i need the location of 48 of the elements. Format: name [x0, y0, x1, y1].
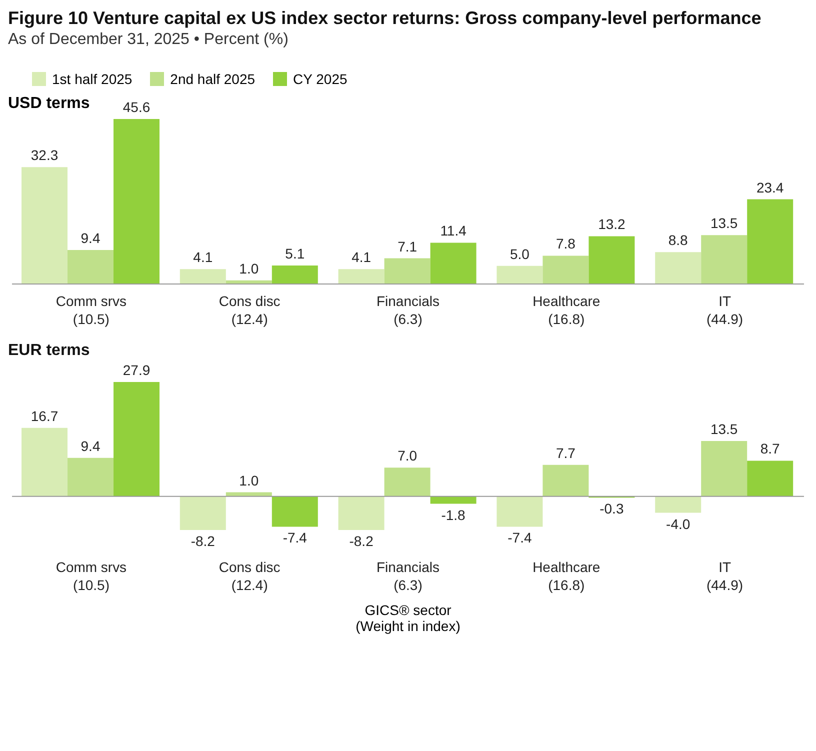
x-tick-label: Financials (6.3) [376, 558, 440, 593]
data-label: 8.7 [760, 440, 780, 457]
x-tick-label: Cons disc (12.4) [218, 558, 280, 593]
data-label: 8.8 [668, 232, 688, 248]
x-tick-label: IT (44.9) [706, 558, 744, 593]
x-tick-label: Comm srvs (10.5) [56, 558, 127, 593]
x-tick-label: Healthcare (16.8) [532, 292, 600, 327]
data-label: 9.4 [80, 438, 100, 454]
text: USD terms [8, 95, 90, 113]
data-label: 23.4 [756, 179, 784, 196]
x-tick-label: Financials (6.3) [376, 292, 440, 327]
x-tick-label: Cons disc (12.4) [218, 292, 280, 327]
data-label: -7.4 [282, 530, 308, 546]
data-label: -8.2 [190, 532, 216, 549]
data-label: 1.0 [239, 472, 259, 488]
legend-label: 2nd half 2025 [169, 71, 256, 87]
legend-label: CY 2025 [292, 71, 348, 87]
data-label: 5.0 [510, 246, 530, 262]
data-label: 11.4 [440, 222, 467, 239]
chart-title: EUR terms [8, 342, 91, 360]
data-label: -8.2 [349, 532, 374, 549]
data-label: 7.7 [556, 444, 576, 461]
data-label: 7.8 [556, 236, 576, 252]
x-axis-title: GICS® sector (Weight in index) [354, 602, 462, 634]
data-label: 13.5 [710, 215, 738, 232]
data-label: 32.3 [30, 147, 58, 164]
data-label: -7.4 [508, 530, 532, 546]
data-label: 13.2 [598, 216, 626, 232]
data-label: 45.6 [122, 99, 150, 115]
chart-title: Figure 10 Venture capital ex US index sector returns: Gross company-level performance [8, 8, 762, 29]
data-label: 13.5 [710, 420, 738, 437]
x-tick-label: Healthcare (16.8) [532, 558, 600, 593]
data-label: 16.7 [30, 408, 58, 424]
data-label: 9.4 [80, 230, 100, 246]
data-label: -4.0 [666, 516, 690, 532]
data-label: 27.9 [122, 362, 150, 378]
data-label: -1.8 [441, 506, 466, 523]
legend-label: 1st half 2025 [51, 71, 132, 87]
data-label: 7.0 [398, 448, 418, 464]
data-label: -0.3 [600, 500, 624, 517]
data-label: 4.1 [193, 249, 213, 266]
data-label: 7.1 [398, 238, 418, 254]
x-tick-label: IT (44.9) [706, 292, 744, 327]
data-label: 5.1 [285, 246, 305, 262]
chart-subtitle: As of December 31, 2025 • Percent (%) [8, 31, 290, 49]
data-label: 1.0 [239, 260, 259, 276]
data-label: 4.1 [352, 249, 372, 266]
x-tick-label: Comm srvs (10.5) [56, 292, 127, 327]
